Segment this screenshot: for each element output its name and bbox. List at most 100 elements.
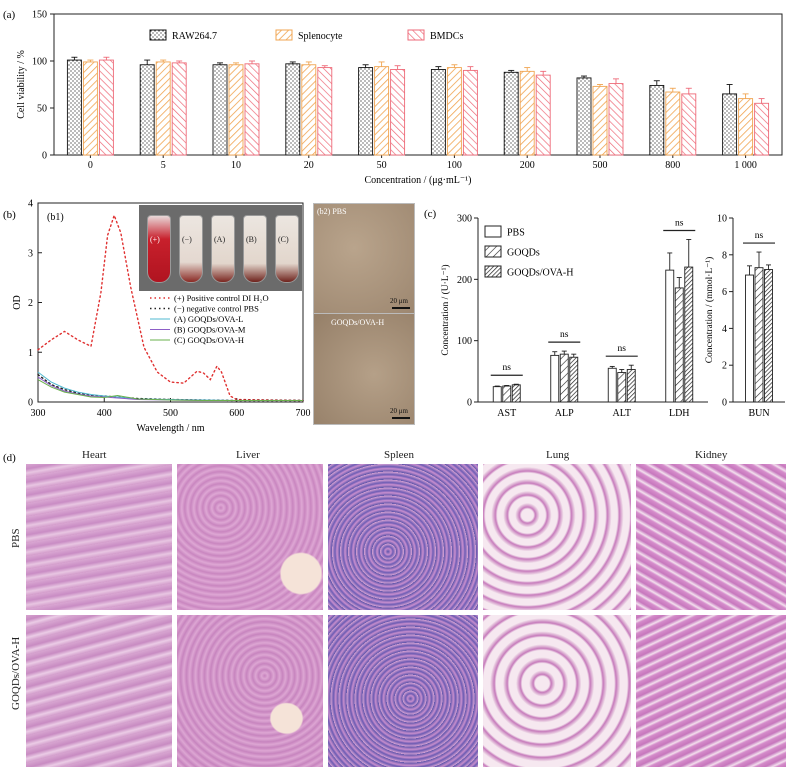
x-axis-label: Concentration / (μg·mL⁻¹): [365, 175, 472, 186]
panel-label-c: (c): [424, 208, 437, 220]
y-tick-label: 100: [457, 336, 472, 347]
legend-series-3: (B) GOQDs/OVA-M: [174, 325, 246, 335]
y-tick-label: 100: [32, 57, 47, 68]
plot-frame: [53, 13, 783, 156]
legend-raw264.7: RAW264.7: [172, 31, 217, 42]
x-tick-label: 20: [304, 160, 314, 171]
bar-bmdcs: [390, 69, 406, 156]
y-axis-label: Concentration / (mmol·L⁻¹): [704, 257, 715, 364]
legend-swatch: [484, 245, 502, 258]
bar: [607, 367, 617, 403]
tube-b: [243, 215, 267, 283]
x-tick-label: 1 000: [734, 160, 757, 171]
chart-a-cell-viability: 0 50 100 150 Cell viability / % 0 5 10 20 50 100 20…: [16, 10, 783, 186]
y-tick-label: 8: [722, 250, 727, 261]
bar-bmdcs: [754, 102, 770, 156]
histology-liver-pbs: [177, 464, 323, 610]
bar: [569, 356, 579, 403]
tube-label-b: (B): [246, 235, 257, 244]
x-tick-label: 600: [229, 408, 244, 419]
x-tick-label: AST: [497, 408, 516, 419]
bar: [665, 269, 675, 403]
y-tick-label: 0: [42, 151, 47, 162]
bar: [626, 369, 636, 403]
bar: [674, 287, 684, 403]
histology-spleen-h: [328, 615, 478, 767]
legend-swatch: [149, 29, 167, 41]
bar: [745, 274, 754, 403]
tube-photo: (+) (−) (A) (B) (C): [139, 205, 302, 291]
y-axis-label: Cell viability / %: [16, 50, 27, 119]
panel-label-b1: (b1): [47, 212, 64, 223]
bar: [754, 267, 764, 403]
histology-lung-pbs: [483, 464, 631, 610]
x-tick-label: 10: [231, 160, 241, 171]
x-tick-label: 200: [520, 160, 535, 171]
bar-raw264.7: [503, 71, 519, 156]
hist-col-spleen: Spleen: [384, 449, 414, 461]
bar-splenocyte: [374, 66, 390, 156]
x-axis-label: Wavelength / nm: [136, 423, 204, 434]
histology-heart-h: [26, 615, 172, 767]
y-tick-label: 0: [722, 398, 727, 409]
bar: [617, 372, 627, 403]
tube-positive: [147, 215, 171, 283]
bar-raw264.7: [139, 64, 155, 156]
legend-series-4: (C) GOQDs/OVA-H: [174, 335, 244, 345]
legend-swatch: [407, 29, 425, 41]
hist-col-kidney: Kidney: [695, 449, 728, 461]
x-tick-label: LDH: [669, 408, 690, 419]
y-tick-label: 2: [28, 298, 33, 309]
hist-col-lung: Lung: [546, 449, 570, 461]
bar: [550, 354, 560, 403]
y-tick-label: 1: [28, 348, 33, 359]
histology-heart-pbs: [26, 464, 172, 610]
legend-swatch: [484, 265, 502, 278]
hist-col-heart: Heart: [82, 449, 107, 461]
x-tick-label: 300: [31, 408, 46, 419]
panel-label-a: (a): [3, 9, 16, 21]
bar: [502, 385, 512, 403]
legend-series-1: (−) negative control PBS: [174, 304, 259, 314]
y-tick-label: 300: [457, 214, 472, 225]
tube-a: [211, 215, 235, 283]
panel-label-b: (b): [3, 209, 16, 221]
bar-raw264.7: [576, 77, 592, 156]
bar-bmdcs: [681, 93, 697, 156]
legend-0: PBS: [507, 228, 525, 239]
x-tick-label: 800: [665, 160, 680, 171]
panel-label-d: (d): [3, 452, 16, 464]
x-tick-label: 100: [447, 160, 462, 171]
bar-bmdcs: [608, 83, 624, 156]
tube-c: [275, 215, 299, 283]
hist-row-goqds-ova-h: GOQDs/OVA-H: [10, 636, 22, 710]
histology-kidney-pbs: [636, 464, 786, 610]
legend-splenocyte: Splenocyte: [298, 31, 343, 42]
bar: [559, 353, 569, 403]
micrograph-pbs-label: (b2) PBS: [317, 207, 347, 216]
chart-b1-hemolysis: 0 1 2 3 4 300 400 500 600 700 OD Wavelength / nm (+)…: [12, 199, 311, 435]
bar-raw264.7: [285, 63, 301, 156]
scale-text: 20 μm: [390, 407, 408, 415]
y-tick-label: 0: [467, 398, 472, 409]
series-line-2: [37, 371, 303, 401]
histology-kidney-h: [636, 615, 786, 767]
series-line-0: [37, 213, 304, 402]
bar: [764, 269, 773, 403]
chart-c-liver-enzymes: 0 100 200 300 Concentration / (U·L⁻¹) AST ns AL…: [440, 214, 708, 419]
y-tick-label: 10: [717, 214, 727, 225]
series-line-1: [37, 373, 304, 402]
bar-splenocyte: [228, 64, 244, 156]
y-tick-label: 200: [457, 275, 472, 286]
bar-bmdcs: [535, 74, 551, 156]
bar-splenocyte: [446, 67, 462, 156]
x-tick-label: BUN: [748, 408, 769, 419]
bar-bmdcs: [317, 67, 333, 156]
bar-bmdcs: [171, 62, 187, 156]
bar-raw264.7: [722, 93, 738, 156]
y-tick-label: 0: [28, 398, 33, 409]
y-tick-label: 150: [32, 10, 47, 21]
scale-bar: [392, 417, 410, 419]
hist-row-pbs: PBS: [10, 528, 22, 548]
